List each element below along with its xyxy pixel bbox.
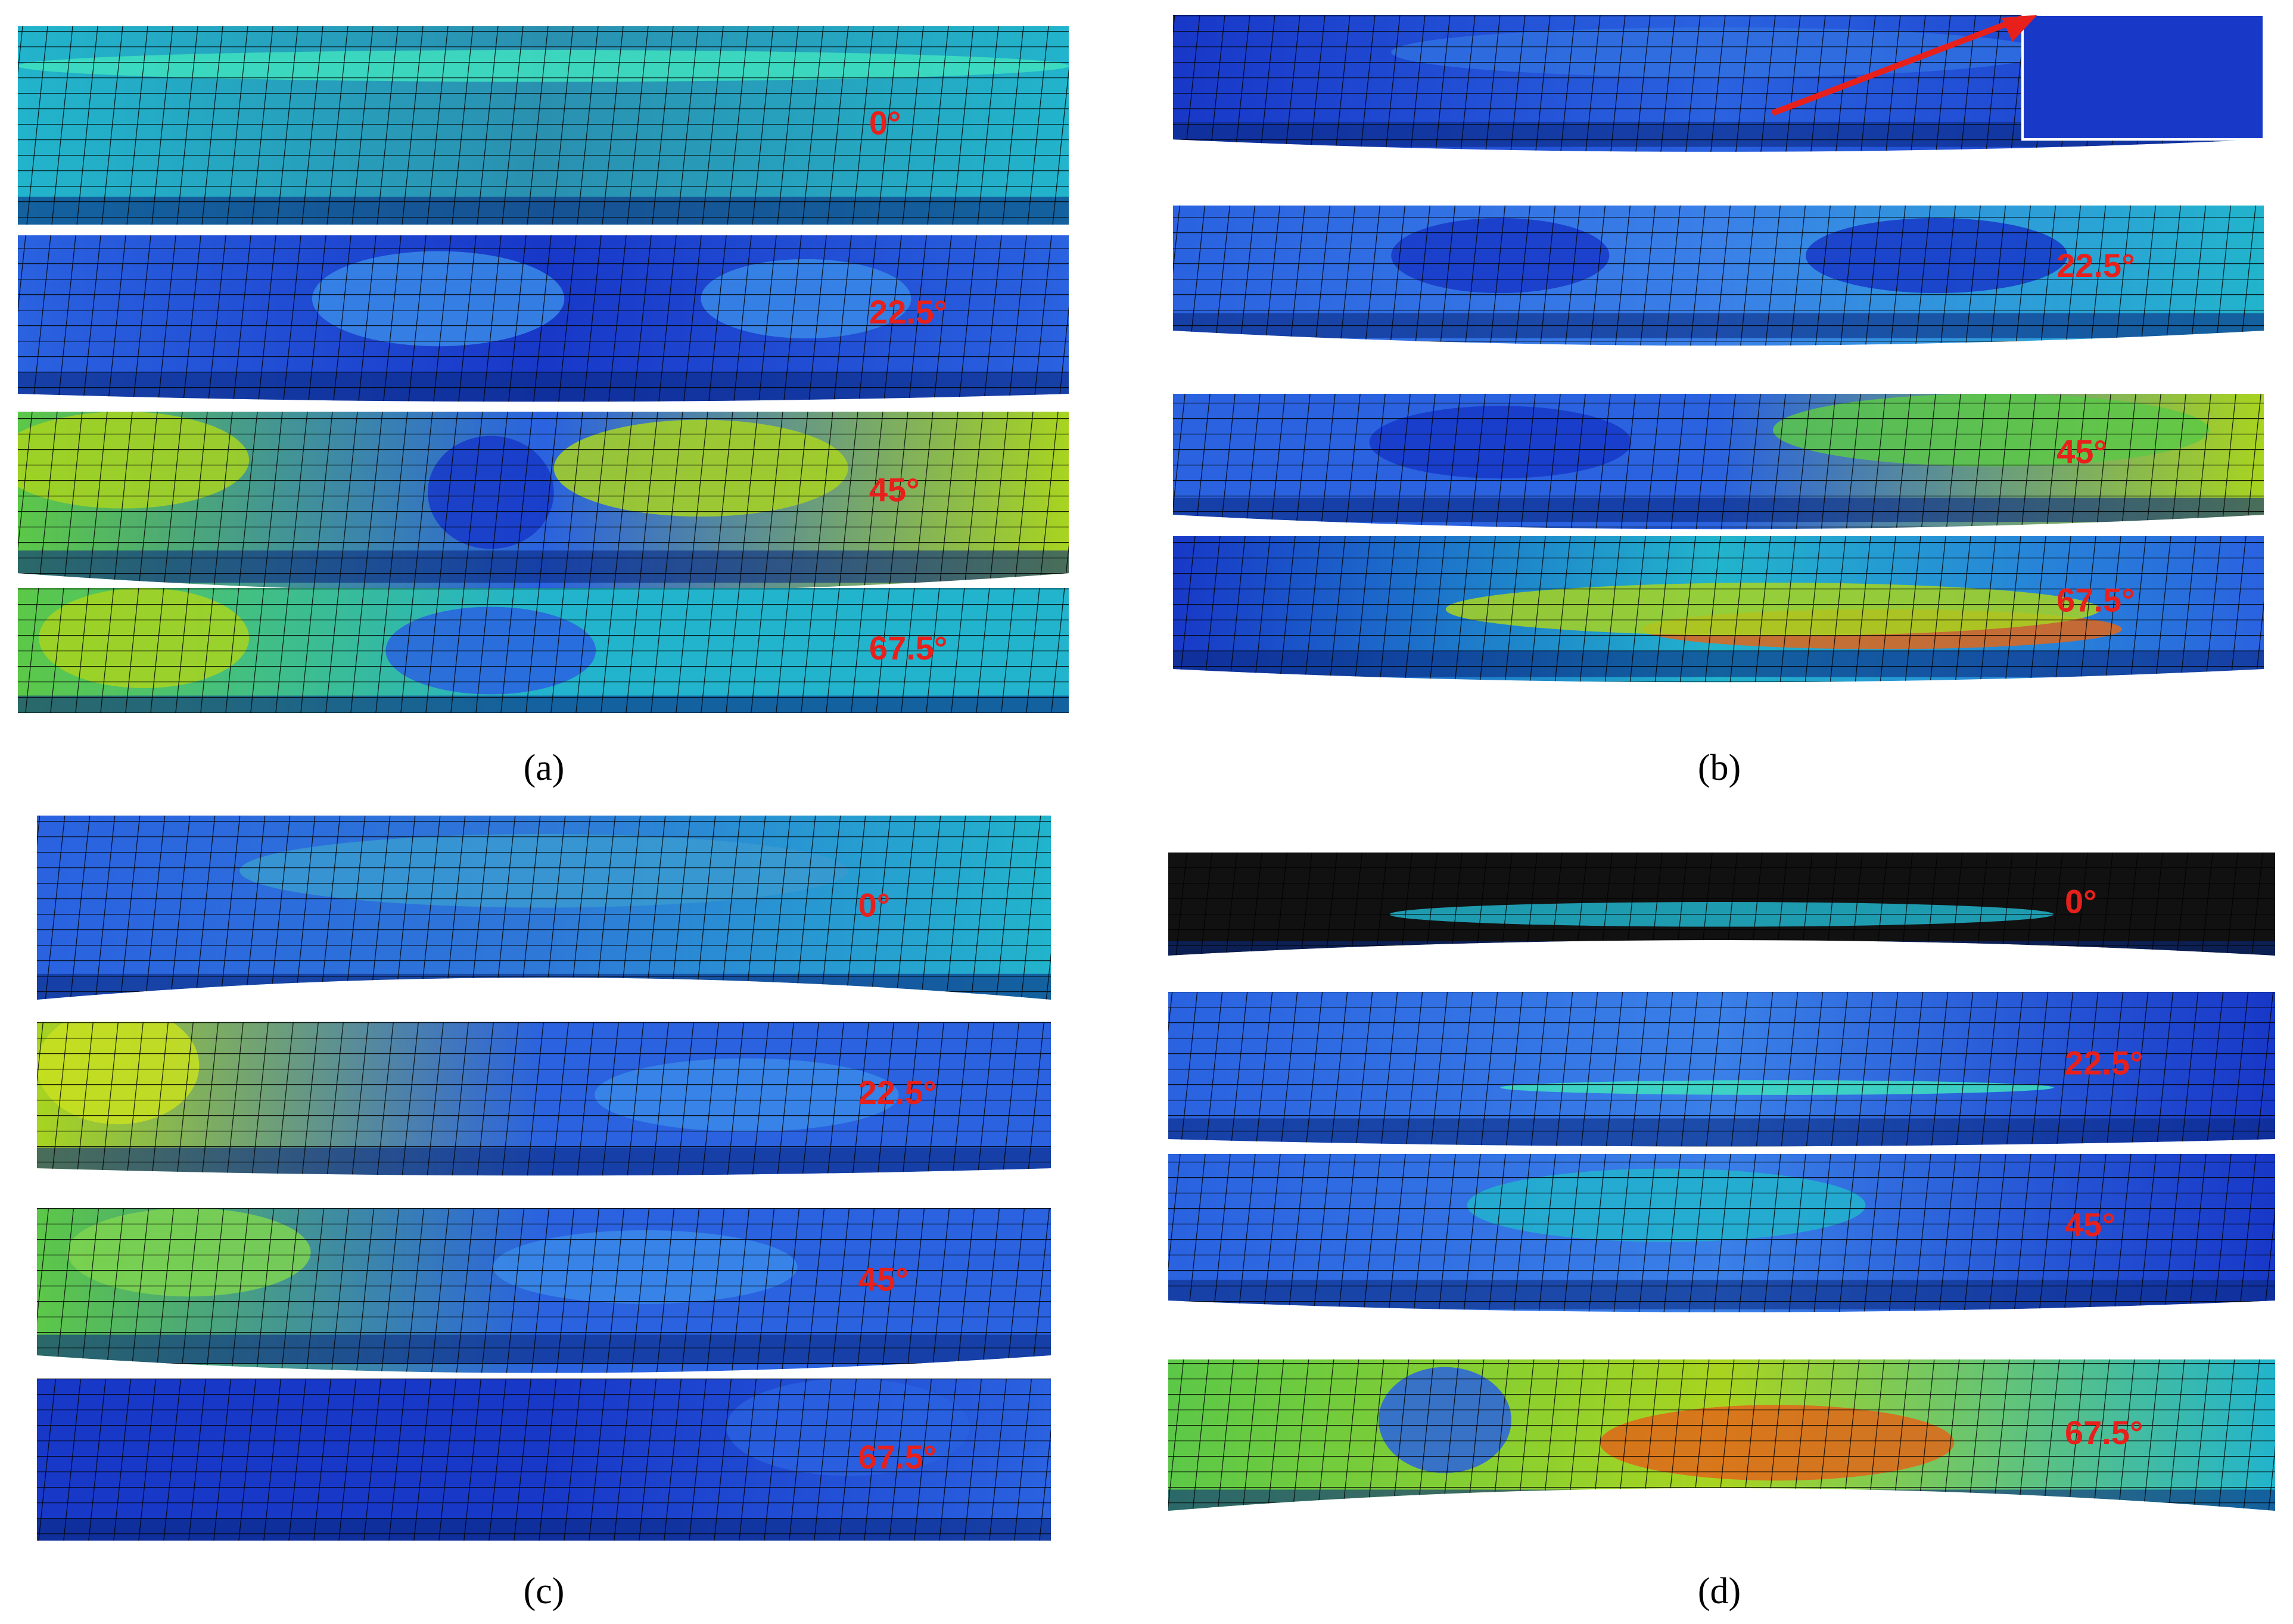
arrow-head xyxy=(2002,15,2037,42)
mesh xyxy=(1168,853,2275,956)
panel-caption: (d) xyxy=(1698,1571,1741,1611)
inset xyxy=(2021,14,2265,141)
angle-label: 22.5° xyxy=(858,1074,937,1111)
mesh xyxy=(18,588,1069,713)
angle-label: 67.5° xyxy=(2065,1414,2143,1451)
stress-strip xyxy=(1168,1154,2275,1312)
angle-label: 45° xyxy=(2065,1206,2115,1243)
angle-label: 0° xyxy=(2065,882,2097,920)
mesh xyxy=(18,26,1069,225)
mesh xyxy=(1168,992,2275,1147)
mesh xyxy=(37,1379,1051,1541)
stress-strip xyxy=(37,1022,1051,1176)
mesh xyxy=(1173,206,2264,346)
stress-strip xyxy=(18,588,1069,713)
mesh xyxy=(37,816,1051,1000)
panel: 0° 22.5° 45° 67.5° (c) xyxy=(37,816,1051,1611)
mesh xyxy=(1168,1154,2275,1312)
angle-label: 0° xyxy=(858,886,891,923)
panel: 0° 22.5° 45° 67.5° (d) xyxy=(1168,853,2275,1611)
angle-label: 22.5° xyxy=(2056,247,2135,284)
angle-label: 45° xyxy=(858,1260,909,1298)
panel-caption: (b) xyxy=(1698,748,1741,788)
stress-strip xyxy=(1173,536,2264,683)
mesh xyxy=(1173,394,2264,530)
panel: 0° 22.5° 45° 67.5° (a) xyxy=(18,26,1069,788)
stress-strip xyxy=(1173,206,2264,346)
angle-label: 45° xyxy=(2056,433,2107,470)
angle-label: 67.5° xyxy=(858,1438,937,1476)
stress-strip xyxy=(1168,1359,2275,1511)
panel-caption: (c) xyxy=(524,1571,565,1611)
stress-strip xyxy=(37,816,1051,1000)
stress-strip xyxy=(1168,992,2275,1147)
stress-strip xyxy=(18,26,1069,225)
mesh xyxy=(18,235,1069,402)
stress-strip xyxy=(1173,394,2264,530)
angle-label: 45° xyxy=(869,471,920,508)
angle-label: 67.5° xyxy=(2056,581,2135,618)
angle-label: 0° xyxy=(869,104,901,141)
panel: 0°22.5°45°67.5°(b) xyxy=(1173,15,2264,788)
mesh xyxy=(37,1208,1051,1373)
mesh xyxy=(1173,536,2264,683)
mesh xyxy=(37,1022,1051,1176)
stress-strip xyxy=(1168,853,2275,956)
angle-label: 22.5° xyxy=(2065,1044,2143,1081)
arrow xyxy=(1771,15,2024,116)
mesh xyxy=(18,412,1069,593)
stress-strip xyxy=(37,1379,1051,1541)
angle-label: 22.5° xyxy=(869,293,947,331)
stress-strip xyxy=(37,1208,1051,1373)
angle-label: 67.5° xyxy=(869,629,947,667)
mesh xyxy=(1168,1359,2275,1511)
panel-caption: (a) xyxy=(524,748,565,788)
stress-strip xyxy=(18,235,1069,402)
stress-strip xyxy=(18,412,1069,593)
